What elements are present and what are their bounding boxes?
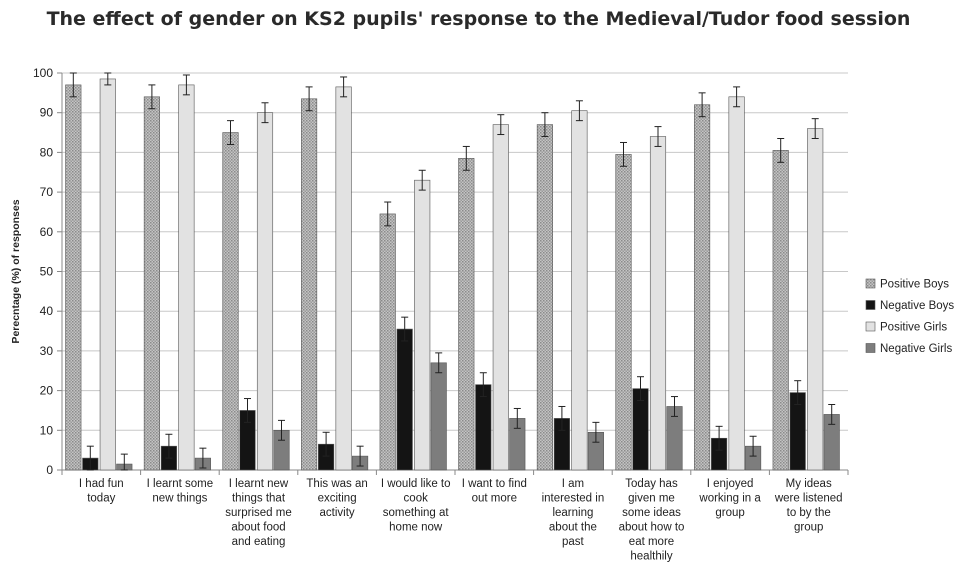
x-category-label-line: home now [389, 522, 443, 534]
x-category-label: I am interested in learning about the past [542, 478, 605, 548]
y-tick-label: 10 [40, 423, 54, 437]
y-tick-label: 100 [33, 66, 53, 80]
x-category-label-line: cook [404, 493, 429, 505]
x-category-label-line: I am [562, 478, 584, 490]
x-category-label-line: about food [231, 522, 285, 534]
y-axis-label: Perecntage (%) of responses [10, 199, 22, 343]
legend-label: Positive Boys [880, 279, 949, 291]
bar [571, 110, 588, 471]
bar [728, 96, 745, 471]
bar [414, 179, 431, 471]
x-category-label: I had fun today [79, 478, 124, 505]
x-category-label-line: eat more [629, 536, 674, 548]
bar [649, 136, 667, 471]
x-category-label-line: interested in [542, 493, 605, 505]
x-category-label-line: I learnt some [147, 478, 213, 490]
x-category-label-line: things that [232, 493, 286, 505]
bar [178, 84, 195, 471]
x-category-label-line: surprised me [225, 507, 291, 519]
y-tick-label: 0 [46, 463, 53, 477]
x-category-label-line: working in a [698, 493, 761, 505]
x-category-label: I enjoyed working in a group [698, 478, 761, 519]
bar [301, 98, 318, 471]
y-tick-label: 40 [40, 304, 54, 318]
bar [143, 96, 160, 471]
bar [99, 78, 116, 471]
x-category-label-line: something at [383, 507, 450, 519]
y-tick-label: 80 [40, 145, 54, 159]
x-category-label-line: about how to [619, 522, 685, 534]
bar [475, 384, 492, 471]
x-category-label-line: I want to find [462, 478, 527, 490]
legend-label: Positive Girls [880, 322, 947, 334]
bars [65, 78, 840, 471]
x-category-label-line: group [794, 522, 823, 534]
x-category-label-line: I would like to [381, 478, 451, 490]
x-category-label: I learnt some new things [147, 478, 213, 505]
x-category-label-line: about the [549, 522, 597, 534]
y-tick-label: 20 [40, 384, 54, 398]
x-category-label-line: healthily [630, 551, 672, 563]
bar [615, 154, 632, 471]
x-category-label-line: new things [152, 493, 207, 505]
bar [536, 124, 553, 471]
bar [492, 124, 509, 471]
x-category-label: My ideas were listened to by the group [774, 478, 843, 534]
legend-swatch [865, 321, 876, 332]
x-category-label-line: learning [552, 507, 593, 519]
x-category-label-line: group [715, 507, 744, 519]
x-category-label-line: to by the [787, 507, 831, 519]
bar [379, 213, 396, 471]
x-category-label-line: activity [320, 507, 355, 519]
y-tick-label: 30 [40, 344, 54, 358]
chart-title: The effect of gender on KS2 pupils' resp… [46, 8, 911, 30]
y-tick-label: 70 [40, 185, 54, 199]
x-category-label-line: past [562, 536, 585, 548]
bar [772, 150, 789, 471]
x-category-label-line: and eating [232, 536, 286, 548]
legend-label: Negative Girls [880, 343, 952, 355]
x-category-label-line: were listened [774, 493, 843, 505]
y-tick-label: 90 [40, 106, 54, 120]
legend: Positive Boys Negative Boys Positive Girls… [865, 278, 954, 355]
x-category-label: This was an exciting activity [306, 478, 367, 519]
y-tick-label: 60 [40, 225, 54, 239]
legend-swatch [865, 300, 876, 310]
x-category-label: I learnt new things that surprised me about… [225, 478, 291, 548]
x-category-label-line: today [87, 493, 115, 505]
bar [430, 362, 447, 471]
x-category-label: Today has given me some ideas about how to e… [619, 478, 685, 563]
bar [65, 84, 82, 471]
x-category-label-line: I learnt new [229, 478, 289, 490]
error-bars [69, 72, 836, 471]
legend-swatch [865, 343, 876, 353]
axis-labels: 0 10 20 30 40 50 60 70 80 90 100 Perecntage (%) of … [10, 66, 843, 563]
x-category-label: I want to find out more [462, 478, 527, 505]
y-tick-label: 50 [40, 265, 54, 279]
bar [222, 132, 239, 471]
x-category-label-line: out more [472, 493, 517, 505]
legend-label: Negative Boys [880, 300, 954, 312]
x-category-label-line: exciting [318, 493, 357, 505]
bar [458, 158, 475, 471]
x-category-label: I would like to cook something at home now [381, 478, 451, 534]
x-category-label-line: given me [628, 493, 675, 505]
x-category-label-line: I had fun [79, 478, 124, 490]
x-category-label-line: This was an [306, 478, 367, 490]
bar [807, 128, 824, 471]
legend-swatch [865, 278, 876, 289]
bar [335, 86, 352, 471]
x-category-label-line: Today has [625, 478, 678, 490]
x-category-label-line: My ideas [786, 478, 832, 490]
bar [396, 328, 413, 471]
bar [256, 112, 274, 471]
x-category-label-line: some ideas [622, 507, 681, 519]
x-category-label-line: I enjoyed [707, 478, 754, 490]
bar [694, 104, 711, 471]
